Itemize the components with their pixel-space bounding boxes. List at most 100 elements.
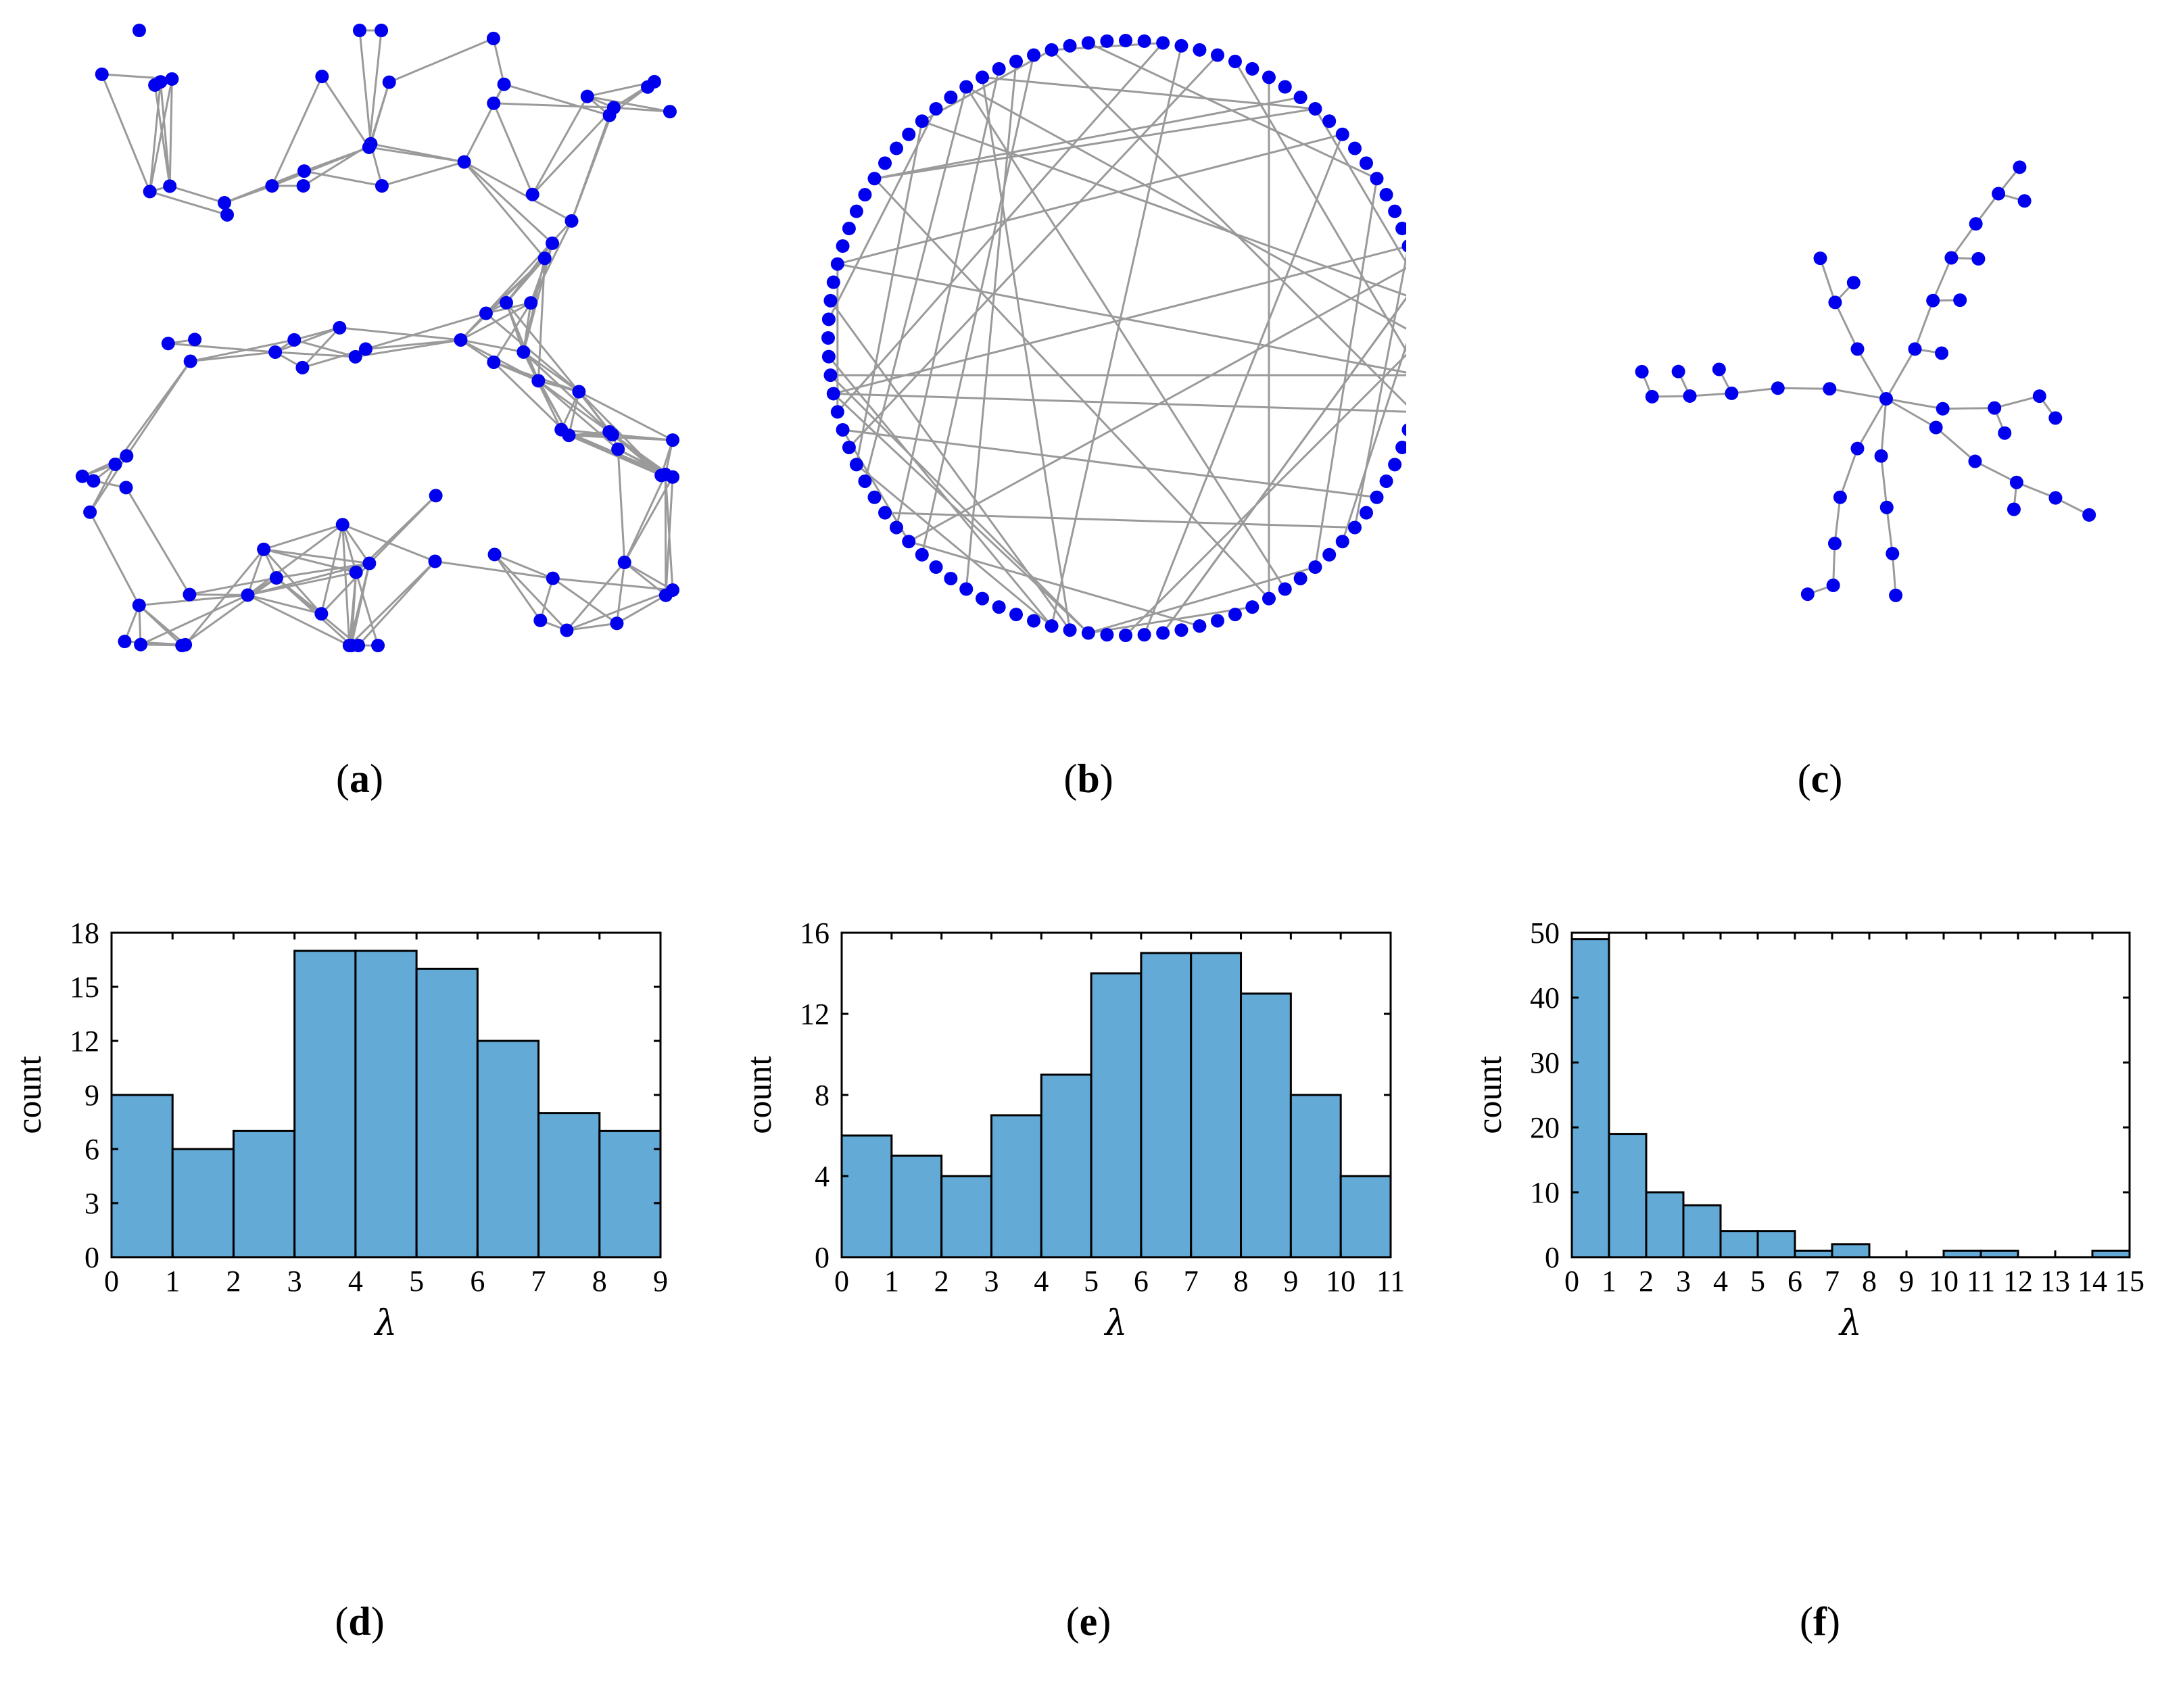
graph-node: [165, 72, 179, 86]
graph-edge: [560, 391, 580, 431]
graph-node: [497, 77, 511, 91]
graph-node: [487, 547, 502, 562]
x-tick-label: 11: [1376, 1265, 1405, 1298]
graph-edge: [827, 108, 937, 320]
graph-node: [867, 172, 882, 186]
graph-edge: [1994, 395, 2040, 410]
graph-edge: [271, 146, 370, 187]
graph-node: [296, 178, 310, 193]
graph-edge: [247, 523, 343, 596]
graph-node: [349, 565, 363, 579]
graph-node: [269, 571, 283, 585]
graph-edge: [1886, 397, 1937, 429]
graph-node: [362, 556, 377, 570]
graph-edge: [504, 83, 610, 117]
caption-a: (a): [336, 756, 383, 801]
graph-node: [517, 345, 531, 359]
nodes: [1635, 160, 2096, 602]
y-tick-label: 15: [70, 971, 99, 1004]
graph-node: [878, 156, 892, 170]
y-axis-label: count: [740, 1056, 779, 1134]
graph-edge: [1880, 456, 1888, 508]
graph-node: [1823, 382, 1837, 396]
x-tick-label: 9: [1899, 1265, 1914, 1298]
histogram-bar: [1339, 1175, 1392, 1259]
x-tick-label: 0: [104, 1265, 119, 1298]
graph-node: [75, 469, 89, 483]
graph-edge: [537, 380, 619, 450]
graph-node: [362, 140, 376, 154]
graph-edge: [1974, 460, 2017, 484]
graph-edge: [1886, 507, 1894, 554]
nodes: [821, 34, 1406, 642]
graph-edge: [833, 392, 1406, 413]
graph-edge: [1931, 257, 1952, 301]
x-tick-label: 3: [287, 1265, 302, 1298]
graph-node: [348, 349, 362, 364]
x-tick-label: 2: [934, 1265, 949, 1298]
graph-edge: [552, 577, 673, 591]
graph-edge: [460, 301, 531, 341]
graph-edge: [247, 594, 350, 647]
graph-node: [611, 442, 625, 456]
graph-node: [1379, 188, 1393, 202]
graph-node: [1359, 156, 1373, 170]
x-tick-label: 4: [1034, 1265, 1049, 1298]
graph-edge: [1832, 543, 1836, 586]
bars: [1570, 938, 2131, 1259]
graph-edge: [1834, 301, 1858, 350]
graph-node: [944, 571, 958, 585]
x-tick-label: 10: [1929, 1265, 1959, 1298]
graph-edge: [355, 339, 461, 358]
graph-node: [486, 31, 500, 45]
graph-node: [959, 80, 974, 94]
x-tick-label: 6: [1787, 1265, 1802, 1298]
graph-node: [1395, 222, 1406, 236]
graph-edge: [181, 577, 277, 647]
graph-edge: [114, 360, 191, 465]
graph-edge: [1839, 448, 1858, 498]
graph-node: [1156, 626, 1170, 640]
graph-node: [375, 179, 389, 193]
graph-edge: [613, 106, 671, 113]
histogram-bar: [1645, 1191, 1685, 1259]
y-tick-label: 0: [815, 1241, 830, 1274]
graph-node: [1335, 535, 1349, 549]
graph-edge: [837, 133, 1343, 266]
graph-node: [929, 560, 943, 575]
graph-node: [1278, 582, 1292, 596]
graph-edge: [1856, 348, 1888, 399]
graph-node: [83, 505, 97, 519]
caption-d: (d): [335, 1599, 385, 1644]
graph-node: [1886, 547, 1900, 561]
graph-edge: [139, 593, 248, 606]
histogram-bar: [415, 967, 479, 1259]
graph-node: [545, 236, 559, 250]
graph-edge: [537, 379, 579, 393]
graph-node: [134, 637, 148, 652]
y-tick-label: 12: [70, 1025, 99, 1058]
graph-edge: [1950, 223, 1977, 259]
x-tick-label: 8: [592, 1265, 607, 1298]
x-tick-label: 8: [1234, 1265, 1249, 1298]
graph-edge: [263, 523, 343, 551]
graph-node: [849, 458, 863, 472]
histogram-bar: [1289, 1094, 1342, 1259]
graph-edge: [623, 477, 674, 563]
graph-edge: [560, 429, 662, 477]
graph-node: [1081, 36, 1095, 50]
graph-node: [1988, 401, 2002, 415]
graph-edge: [358, 30, 372, 144]
graph-node: [663, 105, 677, 119]
x-tick-label: 12: [2003, 1265, 2033, 1298]
graph-edge: [537, 380, 610, 433]
graph-edge: [567, 622, 617, 631]
graph-edge: [1885, 348, 1916, 399]
graph-node: [1278, 80, 1292, 94]
graph-edge: [149, 190, 228, 216]
graph-edge: [368, 30, 383, 148]
graph-edge: [566, 562, 625, 631]
